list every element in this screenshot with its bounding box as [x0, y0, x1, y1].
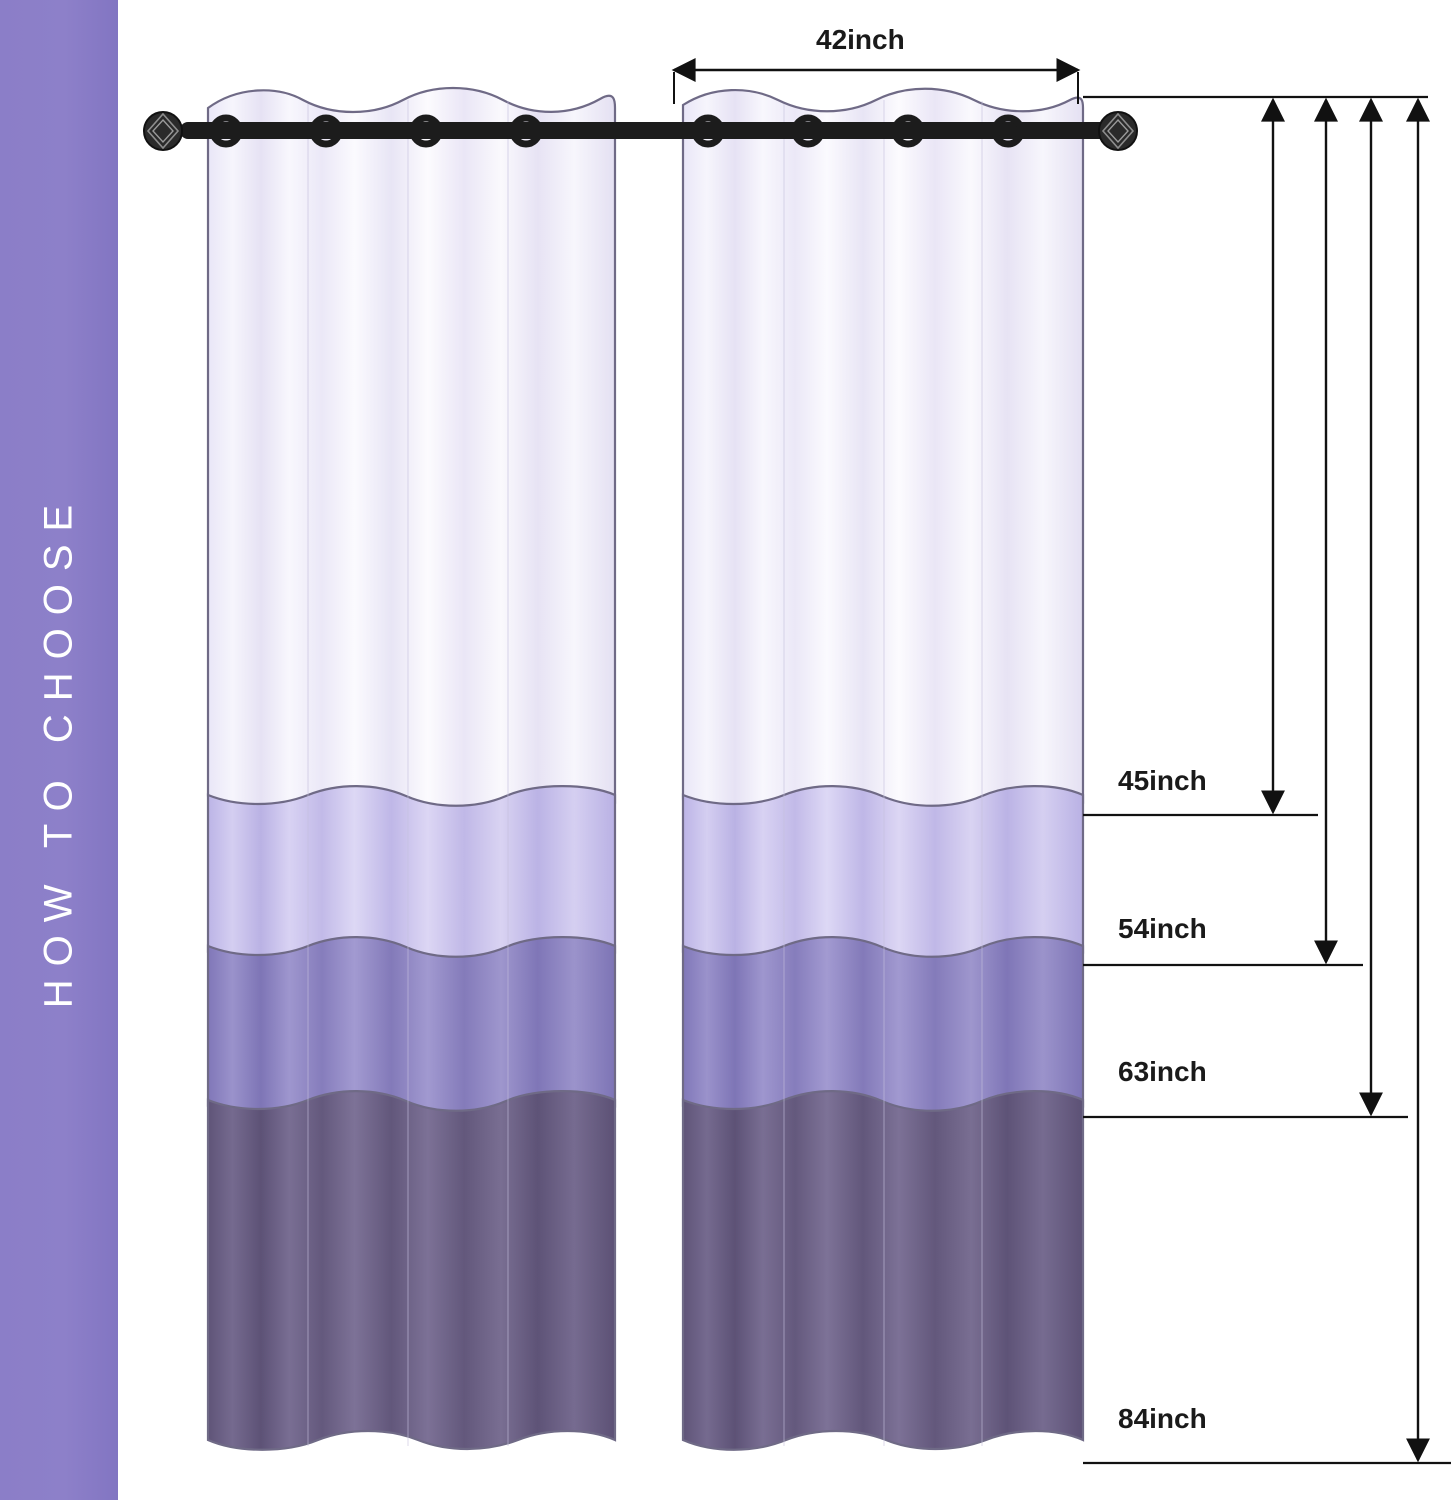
panel-right-folds	[783, 100, 983, 1446]
curtain-panel-right	[681, 87, 1085, 1451]
diagram-canvas: 42inch 45inch 54inch 63inch 84inch	[118, 0, 1451, 1500]
curtain-panel-left	[206, 86, 617, 1451]
diagram-graphics	[143, 58, 1451, 1465]
panel-left-band-3	[206, 936, 617, 1117]
width-dimension	[671, 58, 1081, 104]
panel-right-band-4	[681, 1090, 1085, 1451]
grommets	[209, 114, 1025, 148]
curtain-rod	[143, 111, 1138, 151]
panel-right-band-2	[681, 785, 1085, 963]
rod-finial-left	[143, 111, 183, 151]
panel-right-band-3	[681, 936, 1085, 1117]
height-label-54: 54inch	[1118, 913, 1207, 944]
height-label-63: 63inch	[1118, 1056, 1207, 1087]
height-label-84: 84inch	[1118, 1403, 1207, 1434]
panel-left-band-4	[206, 1090, 617, 1451]
panel-left-band-1	[206, 86, 617, 814]
rod-finial-right	[1098, 111, 1138, 151]
panel-left-band-2	[206, 785, 617, 963]
height-label-45: 45inch	[1118, 765, 1207, 796]
panel-right-band-1	[681, 87, 1085, 814]
width-dimension-label: 42inch	[816, 24, 905, 55]
panel-left-folds	[307, 100, 509, 1446]
banner-label: HOW TO CHOOSE	[36, 491, 81, 1009]
how-to-choose-banner: HOW TO CHOOSE	[0, 0, 118, 1500]
height-dimension-arrows	[1261, 97, 1430, 1463]
